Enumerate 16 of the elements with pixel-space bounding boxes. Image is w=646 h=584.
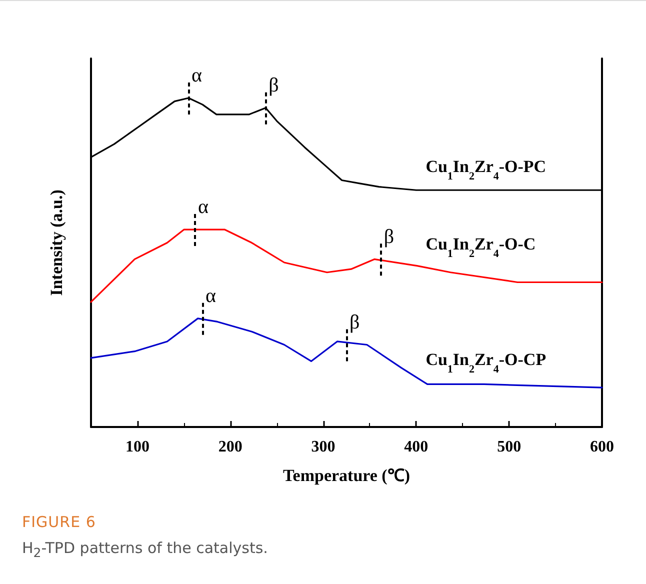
x-tick-label: 100 [125,438,150,456]
text: H$_{2}$-TPD patterns of the catalysts. [22,539,268,560]
annotation: β [350,311,360,334]
annotation: α [205,284,216,307]
x-axis-title: Temperature (℃) [282,466,410,485]
annotation: α [198,196,210,218]
annotation: α [192,64,203,87]
x-tick-label: 500 [497,438,522,456]
annotation: β [268,74,279,96]
y-axis-title: Intensity (a.u.) [47,190,66,296]
x-tick-label: 200 [218,438,242,456]
x-tick-label: 300 [311,438,336,456]
x-tick-label: 400 [404,438,428,456]
x-tick-label: 600 [590,438,614,456]
annotation: β [384,226,394,248]
caption: FIGURE 6 [22,513,96,531]
